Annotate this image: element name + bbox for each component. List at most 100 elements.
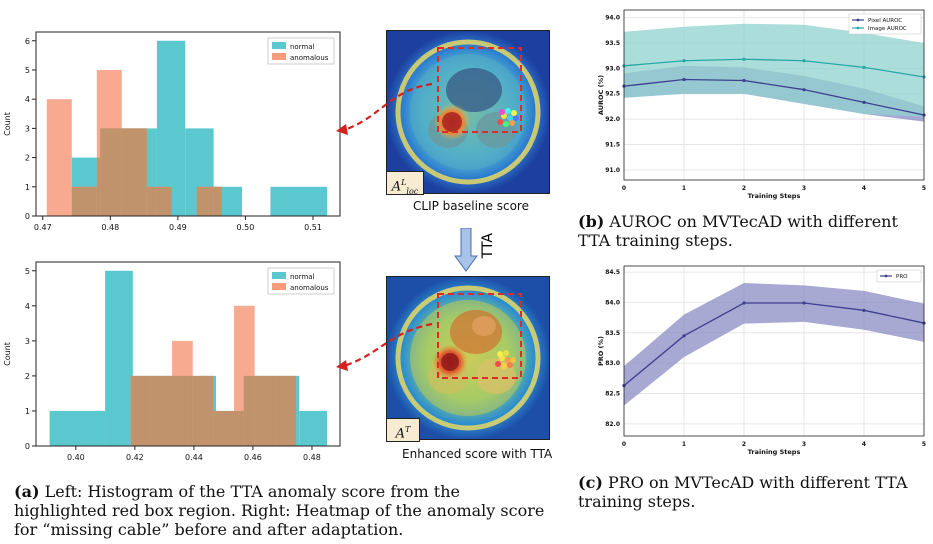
- x-tick-label: 0.46: [244, 453, 262, 462]
- x-axis-label: Training Steps: [748, 192, 801, 200]
- heatmap-clip-baseline: [386, 30, 550, 194]
- legend-box: [848, 13, 922, 35]
- x-tick-label: 4: [862, 441, 866, 448]
- legend-marker: [884, 274, 888, 278]
- x-tick-label: 3: [802, 441, 806, 448]
- connector-top-arrow-icon: [343, 82, 433, 132]
- bar-normal: [49, 410, 106, 446]
- series-point: [682, 334, 686, 338]
- confidence-band: [624, 283, 924, 406]
- y-tick-label: 3: [25, 124, 30, 133]
- x-tick-label: 0: [622, 185, 626, 192]
- bar-overlap: [71, 186, 97, 216]
- bar-overlap: [254, 375, 276, 446]
- x-tick-label: 0.42: [126, 453, 144, 462]
- heatmap-tag-baseline: ALloc: [386, 171, 424, 196]
- x-tick-label: 0.48: [101, 223, 119, 232]
- series-point: [862, 100, 866, 104]
- series-point: [862, 308, 866, 312]
- bar-overlap: [275, 375, 297, 446]
- y-tick-label: 91.0: [605, 167, 620, 174]
- caption-b: (b) AUROC on MVTecAD with different TTA …: [578, 212, 898, 250]
- y-tick-label: 93.0: [605, 65, 620, 72]
- caption-c: (c) PRO on MVTecAD with different TTA tr…: [578, 473, 908, 511]
- plot-frame: [35, 261, 341, 447]
- bar-overlap: [243, 375, 255, 446]
- auroc-line-chart: 0 1 2 3 4 5 91.0 91.5 92.0 92.5 93.0 93.5 94.0 Traini…: [598, 9, 926, 200]
- connector-bottom-arrow-icon: [343, 322, 433, 368]
- bar-overlap: [121, 128, 147, 216]
- y-tick-label: 1: [25, 183, 30, 192]
- series-point: [802, 88, 806, 92]
- heatmap-enhanced-tta: [386, 276, 550, 440]
- legend-label: Image AUROC: [868, 26, 907, 32]
- legend-label-normal: normal: [290, 273, 315, 281]
- x-tick-label: 0.50: [237, 223, 255, 232]
- series-point: [682, 77, 686, 82]
- x-tick-label: 0: [622, 441, 626, 448]
- legend-label: Pixel AUROC: [868, 18, 902, 24]
- legend-box: [876, 269, 922, 283]
- y-tick-label: 4: [25, 95, 30, 104]
- y-tick-label: 92.0: [605, 116, 620, 123]
- y-tick-label: 94.0: [605, 15, 620, 22]
- legend-marker: [856, 18, 860, 22]
- legend-marker: [856, 26, 860, 30]
- x-tick-label: 0.48: [303, 453, 321, 462]
- plot-frame: [35, 31, 341, 217]
- legend-label: PRO: [896, 274, 908, 280]
- x-tick-label: 4: [862, 185, 866, 192]
- bar-anomalous: [46, 99, 72, 216]
- y-tick-label: 83.5: [605, 330, 620, 337]
- heatmap-label-tta: Enhanced score with TTA: [402, 447, 553, 461]
- confidence-band: [624, 23, 924, 117]
- x-tick-label: 0.51: [304, 223, 322, 232]
- series-line: [623, 78, 925, 116]
- heatmap-tag-tta: AT: [386, 418, 420, 442]
- bar-overlap: [234, 410, 244, 446]
- y-tick-label: 84.5: [605, 269, 620, 276]
- y-tick-label: 82.5: [605, 391, 620, 398]
- bar-overlap: [156, 186, 172, 216]
- x-tick-label: 2: [742, 185, 746, 192]
- legend-swatch-normal: [272, 42, 286, 49]
- y-axis-label: AUROC (%): [598, 75, 605, 115]
- y-tick-label: 3: [25, 337, 30, 346]
- x-tick-label: 5: [922, 441, 926, 448]
- x-tick-label: 1: [682, 441, 686, 448]
- y-tick-label: 2: [25, 154, 30, 163]
- series-point: [682, 59, 686, 63]
- heatmap-label-baseline: CLIP baseline score: [413, 199, 529, 213]
- x-tick-label: 2: [742, 441, 746, 448]
- x-tick-label: 3: [802, 185, 806, 192]
- series-point: [742, 78, 746, 83]
- series-line: [623, 302, 925, 387]
- pro-line-chart: 0 1 2 3 4 5 82.0 82.5 83.0 83.5 84.0 84.5 Training S…: [598, 265, 926, 456]
- plot-frame: [623, 265, 925, 437]
- legend-swatch-anomalous: [272, 283, 286, 290]
- series-point: [742, 301, 746, 305]
- y-tick-label: 83.0: [605, 360, 620, 367]
- y-tick-label: 5: [25, 66, 30, 75]
- y-tick-label: 5: [25, 267, 30, 276]
- y-axis-label: Count: [3, 112, 12, 136]
- bar-overlap: [216, 410, 235, 446]
- y-tick-label: 82.0: [605, 421, 620, 428]
- legend-label-normal: normal: [290, 43, 315, 51]
- tta-label: TTA: [480, 233, 496, 259]
- x-tick-label: 0.40: [67, 453, 85, 462]
- plot-frame: [623, 9, 925, 181]
- bar-overlap: [192, 375, 214, 446]
- legend-label-anomalous: anomalous: [290, 54, 329, 62]
- legend-label-anomalous: anomalous: [290, 284, 329, 292]
- bar-overlap: [213, 410, 217, 446]
- y-tick-label: 92.5: [605, 91, 620, 98]
- bar-overlap: [96, 157, 101, 216]
- series-point: [802, 59, 806, 63]
- x-tick-label: 0.47: [34, 223, 52, 232]
- x-axis-label: Training Steps: [748, 448, 801, 456]
- y-tick-label: 84.0: [605, 299, 620, 306]
- bar-overlap: [172, 375, 189, 446]
- bar-normal: [270, 186, 328, 216]
- y-tick-label: 6: [25, 37, 30, 46]
